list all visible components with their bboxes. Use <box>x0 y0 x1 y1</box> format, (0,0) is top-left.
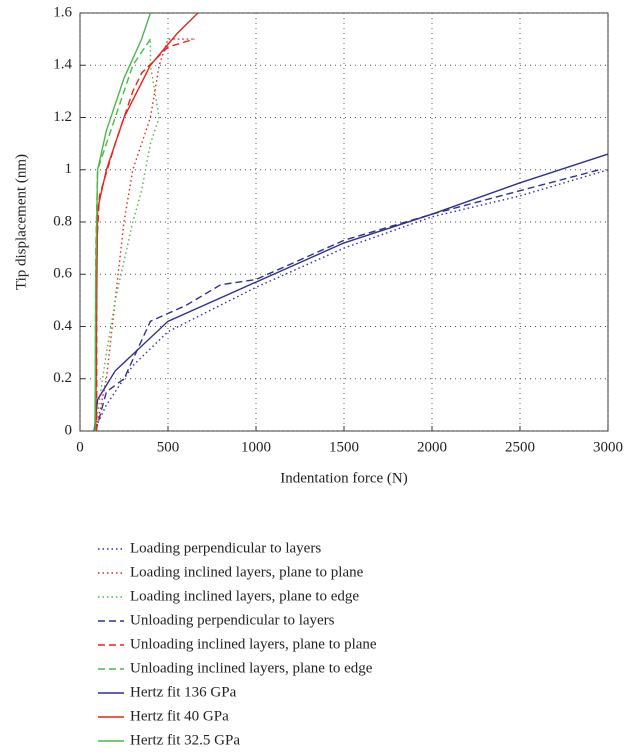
data-line <box>95 12 199 432</box>
y-tick-label: 1.2 <box>53 109 72 125</box>
y-axis-title: Tip displacement (nm) <box>13 154 29 290</box>
data-line <box>95 38 195 432</box>
legend-label: Hertz fit 32.5 GPa <box>130 732 240 748</box>
legend-label: Unloading inclined layers, plane to edge <box>130 660 373 676</box>
y-tick-label: 0.8 <box>53 213 72 229</box>
y-tick-label: 1.4 <box>53 57 72 73</box>
y-tick-label: 0.4 <box>53 318 72 334</box>
legend-label: Hertz fit 40 GPa <box>130 708 229 724</box>
legend-label: Unloading inclined layers, plane to plan… <box>130 636 377 652</box>
data-line <box>94 39 160 432</box>
data-line <box>95 169 600 432</box>
legend-label: Loading inclined layers, plane to edge <box>130 588 359 604</box>
y-tick-label: 0 <box>65 422 73 438</box>
legend-label: Hertz fit 136 GPa <box>130 684 237 700</box>
x-axis-title: Indentation force (N) <box>280 470 407 486</box>
x-tick-label: 2000 <box>417 439 447 455</box>
data-line <box>94 12 152 432</box>
y-tick-label: 0.2 <box>53 370 72 386</box>
legend-label: Loading perpendicular to layers <box>130 540 321 556</box>
legend-label: Unloading perpendicular to layers <box>130 612 335 628</box>
x-tick-label: 500 <box>157 439 180 455</box>
x-tick-label: 1000 <box>241 439 271 455</box>
data-line <box>93 153 609 432</box>
x-tick-label: 2500 <box>505 439 535 455</box>
data-line <box>93 169 609 432</box>
data-line <box>94 38 151 432</box>
data-line <box>96 38 195 431</box>
y-tick-label: 1 <box>65 161 73 177</box>
x-tick-label: 3000 <box>593 439 623 455</box>
legend-label: Loading inclined layers, plane to plane <box>130 564 364 580</box>
y-tick-label: 0.6 <box>53 266 72 282</box>
y-tick-label: 1.6 <box>53 4 72 20</box>
x-tick-label: 0 <box>76 439 84 455</box>
x-tick-label: 1500 <box>329 439 359 455</box>
